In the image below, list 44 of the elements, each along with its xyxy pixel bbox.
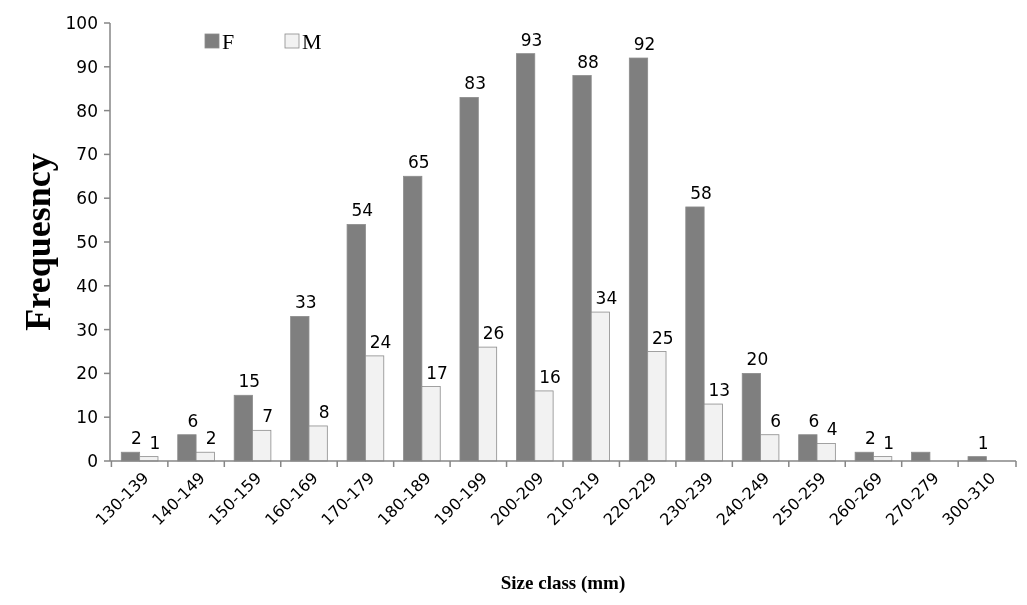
data-label: 2 [131, 428, 142, 449]
data-label: 16 [539, 366, 561, 387]
y-tick-label: 30 [76, 319, 98, 340]
y-tick-label: 80 [76, 100, 98, 121]
data-label: 1 [149, 432, 161, 453]
data-label: 17 [426, 362, 448, 383]
data-label: 20 [746, 349, 769, 370]
y-tick-label: 90 [76, 56, 98, 77]
data-label: 34 [595, 288, 618, 309]
data-label: 2 [205, 428, 217, 449]
data-label: 8 [318, 401, 330, 422]
x-axis-title: Size class (mm) [500, 572, 626, 594]
data-label: 92 [633, 34, 656, 55]
data-label: 88 [577, 51, 599, 72]
data-label: 93 [520, 29, 543, 50]
data-label: 13 [708, 380, 731, 401]
data-label: 2 [864, 428, 876, 449]
data-label: 1 [977, 432, 989, 453]
data-label: 6 [808, 410, 820, 431]
data-label: 7 [262, 406, 274, 427]
y-tick-label: 20 [76, 363, 98, 384]
data-label: 4 [826, 419, 838, 440]
data-label: 65 [407, 152, 430, 173]
y-tick-label: 40 [76, 275, 98, 296]
y-tick-label: 0 [87, 450, 98, 471]
y-tick-label: 70 [76, 144, 98, 165]
legend-label: F [222, 28, 235, 54]
data-label: 1 [883, 432, 895, 453]
legend-label: M [302, 28, 322, 54]
data-label: 24 [369, 331, 392, 352]
data-label: 6 [187, 410, 199, 431]
data-label: 33 [294, 292, 317, 313]
data-label: 6 [770, 410, 782, 431]
data-label: 25 [652, 327, 674, 348]
data-label: 54 [351, 200, 374, 221]
y-tick-label: 10 [76, 407, 98, 428]
data-label: 26 [482, 323, 505, 344]
data-label: 15 [238, 371, 261, 392]
y-tick-label: 100 [65, 12, 98, 33]
data-label: 58 [690, 182, 712, 203]
data-label: 83 [464, 73, 486, 94]
y-axis-title: Frequesncy [18, 153, 58, 331]
y-tick-label: 60 [76, 188, 98, 209]
y-tick-label: 50 [76, 231, 98, 252]
